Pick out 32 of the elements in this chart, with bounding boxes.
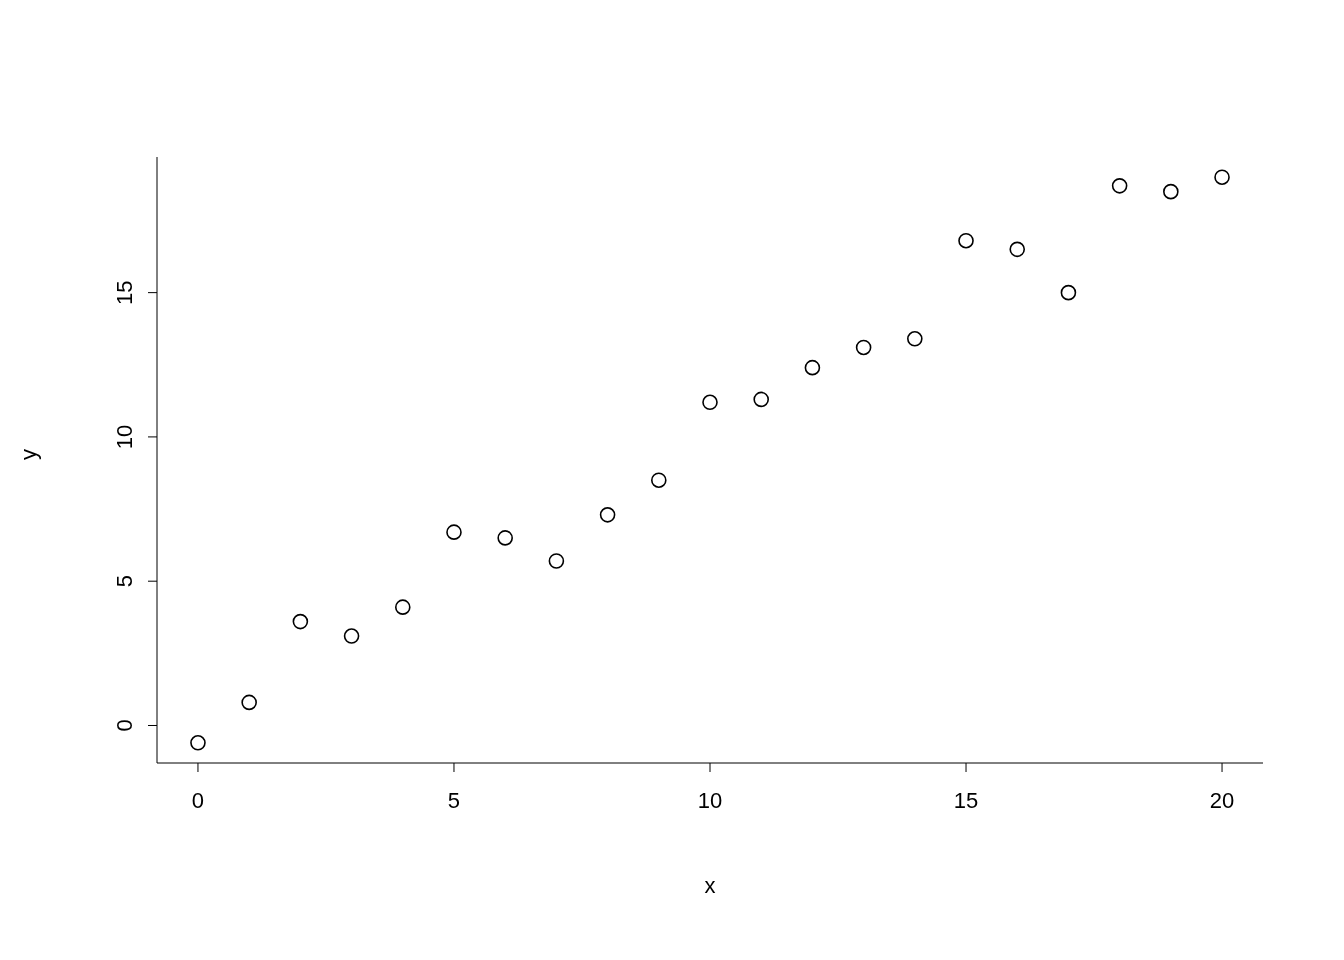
point (1111, 178, 1128, 194)
x-axis-title: x (704, 873, 716, 898)
point (548, 553, 565, 569)
y-tick-label: 10 (112, 424, 137, 450)
point (1163, 183, 1179, 200)
point (702, 394, 718, 411)
point (855, 339, 872, 356)
point (651, 472, 667, 488)
point (1214, 169, 1230, 185)
y-axis-title: y (15, 449, 41, 460)
point (343, 628, 360, 644)
point (190, 735, 206, 751)
point (907, 331, 923, 347)
point (241, 694, 257, 711)
point (497, 530, 513, 546)
x-tick-label: 20 (1209, 787, 1235, 813)
x-tick-label: 15 (953, 787, 979, 813)
x-tick-label: 10 (697, 787, 723, 813)
y-tick-label: 0 (112, 719, 137, 732)
point (1060, 284, 1077, 301)
point (599, 507, 616, 523)
x-tick-label: 5 (447, 787, 461, 813)
point (446, 524, 462, 540)
point (804, 359, 821, 376)
y-tick-label: 15 (112, 280, 137, 305)
point (1009, 241, 1026, 258)
y-tick-label: 5 (112, 575, 137, 588)
point (292, 613, 309, 630)
x-tick-label: 0 (191, 787, 205, 813)
point (958, 232, 974, 249)
point (394, 599, 411, 615)
point (753, 391, 769, 408)
